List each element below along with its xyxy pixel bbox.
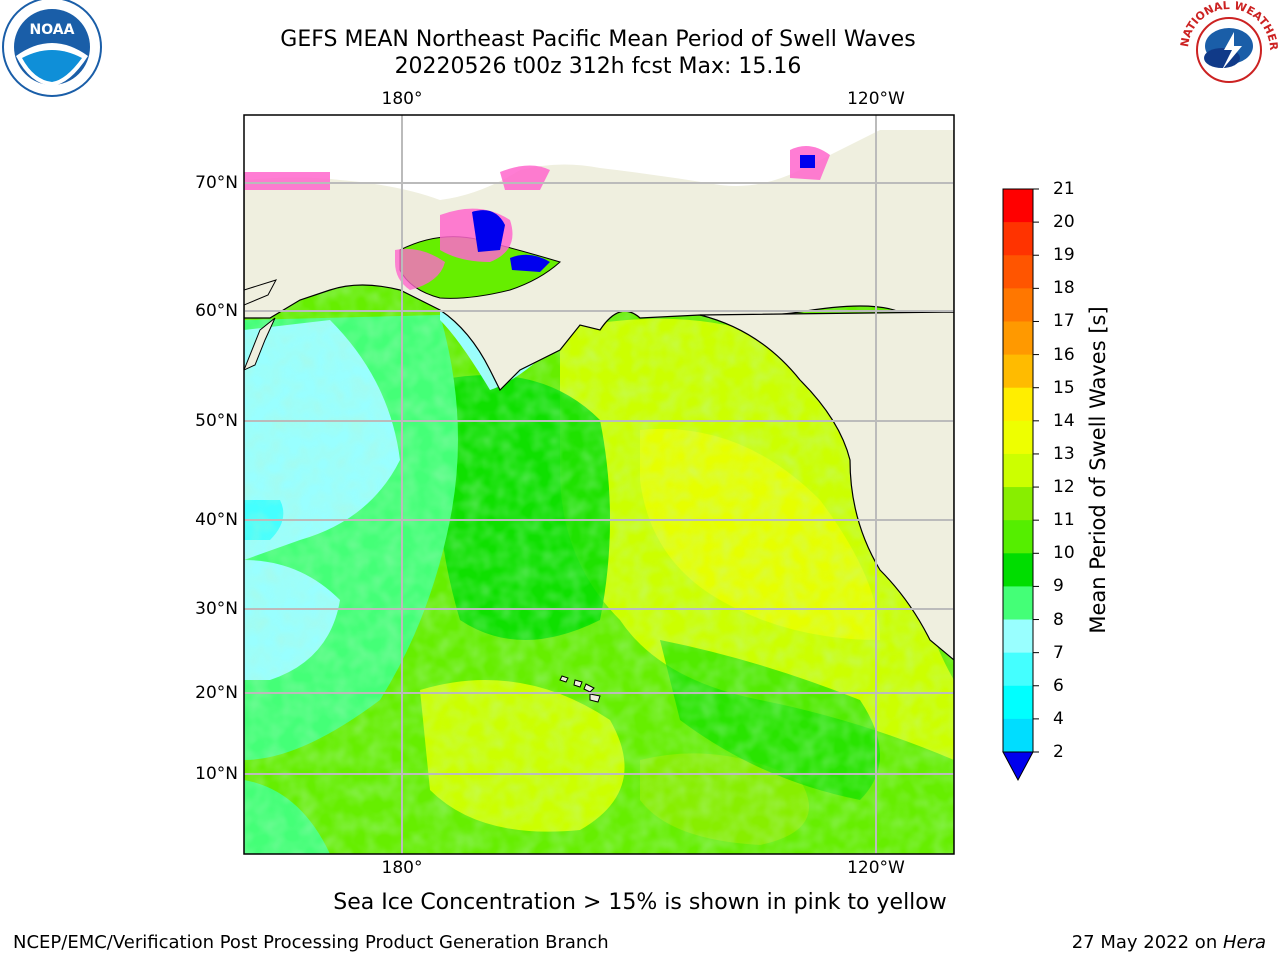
low-swell-norton [472,210,505,252]
colorbar-tick-label: 21 [1053,179,1075,199]
lat-tick-40n: 40°N [195,510,238,530]
kamchatka-land [244,317,276,371]
colorbar-segment [1003,453,1033,488]
colorbar-tick-label: 13 [1053,443,1075,464]
map-frame [243,114,955,855]
lon-tick-top-180: 180° [381,89,423,109]
map-gridlines [244,115,954,854]
colorbar-segment [1003,354,1033,389]
colorbar-segment [1003,685,1033,720]
colorbar-segment [1003,189,1033,223]
lon-tick-top-120w: 120°W [847,89,905,109]
colorbar-frame [1002,188,1034,753]
colorbar-tick-label: 14 [1053,410,1075,431]
credit-machine: Hera [1222,932,1266,953]
sea-ice-anadyr [395,248,445,290]
low-swell-bristol [510,254,550,272]
colorbar-segment [1003,222,1033,256]
colorbar-segment [1003,420,1033,455]
lat-tick-10n: 10°N [195,764,238,784]
lat-tick-70n: 70°N [195,173,238,193]
colorbar-tick-label: 7 [1053,642,1064,663]
nws-logo: NATIONAL WEATHER SERVICE [1174,0,1280,96]
colorbar-segment [1003,619,1033,654]
colorbar-segment [1003,487,1033,521]
colorbar-segment [1003,718,1033,753]
sea-ice-chukchi [244,172,330,190]
lon-tick-bottom-180: 180° [381,858,423,878]
colorbar-segment [1003,387,1033,422]
colorbar-tick-label: 20 [1053,212,1075,233]
colorbar-tick-label: 10 [1053,543,1075,564]
map-title: GEFS MEAN Northeast Pacific Mean Period … [280,27,916,52]
colorbar-tick-label: 6 [1053,675,1064,696]
colorbar-tick-label: 19 [1053,245,1075,266]
colorbar-segment [1003,586,1033,621]
credit-date: 27 May 2022 on Hera [1072,932,1266,953]
credit-organization: NCEP/EMC/Verification Post Processing Pr… [13,932,609,953]
noaa-logo: NOAA [2,0,102,97]
colorbar-tick-label: 16 [1053,344,1075,365]
map-subtitle: 20220526 t00z 312h fcst Max: 15.16 [394,54,802,79]
colorbar-segment [1003,652,1033,687]
colorbar-tick-label: 2 [1053,742,1064,762]
lon-tick-bottom-120w: 120°W [847,858,905,878]
siberia-coast-land [244,279,278,306]
north-america-land [699,311,954,661]
colorbar-tick-label: 9 [1053,576,1064,597]
colorbar-tick-label: 11 [1053,510,1075,531]
sea-ice-note-text: Sea Ice Concentration > 15% is shown in … [333,890,947,915]
arctic-ocean-water [244,115,954,200]
colorbar-segment [1003,520,1033,554]
lat-tick-50n: 50°N [195,411,238,431]
low-swell-beaufort [800,155,815,168]
credit-date-text: 27 May 2022 on [1071,932,1223,953]
lat-tick-30n: 30°N [195,599,238,619]
colorbar-segment [1003,321,1033,356]
colorbar-tick-label: 8 [1053,609,1064,630]
hawaii-islands [559,675,601,703]
colorbar-tick-label: 18 [1053,278,1075,299]
colorbar-label: Mean Period of Swell Waves [s] [1086,306,1110,634]
colorbar-tick-label: 12 [1053,477,1075,498]
colorbar-tick-label: 15 [1053,377,1075,398]
lat-tick-20n: 20°N [195,683,238,703]
colorbar-segment [1003,255,1033,289]
colorbar-segment [1003,553,1033,587]
sea-ice-note: Sea Ice Concentration > 15% is shown in … [0,890,1280,915]
noaa-logo-text: NOAA [30,22,75,38]
colorbar-extend-arrow [1002,751,1034,782]
colorbar-tick-label: 17 [1053,311,1075,332]
lat-tick-60n: 60°N [195,301,238,321]
colorbar-segment [1003,288,1033,322]
colorbar-tick-label: 4 [1053,708,1064,729]
